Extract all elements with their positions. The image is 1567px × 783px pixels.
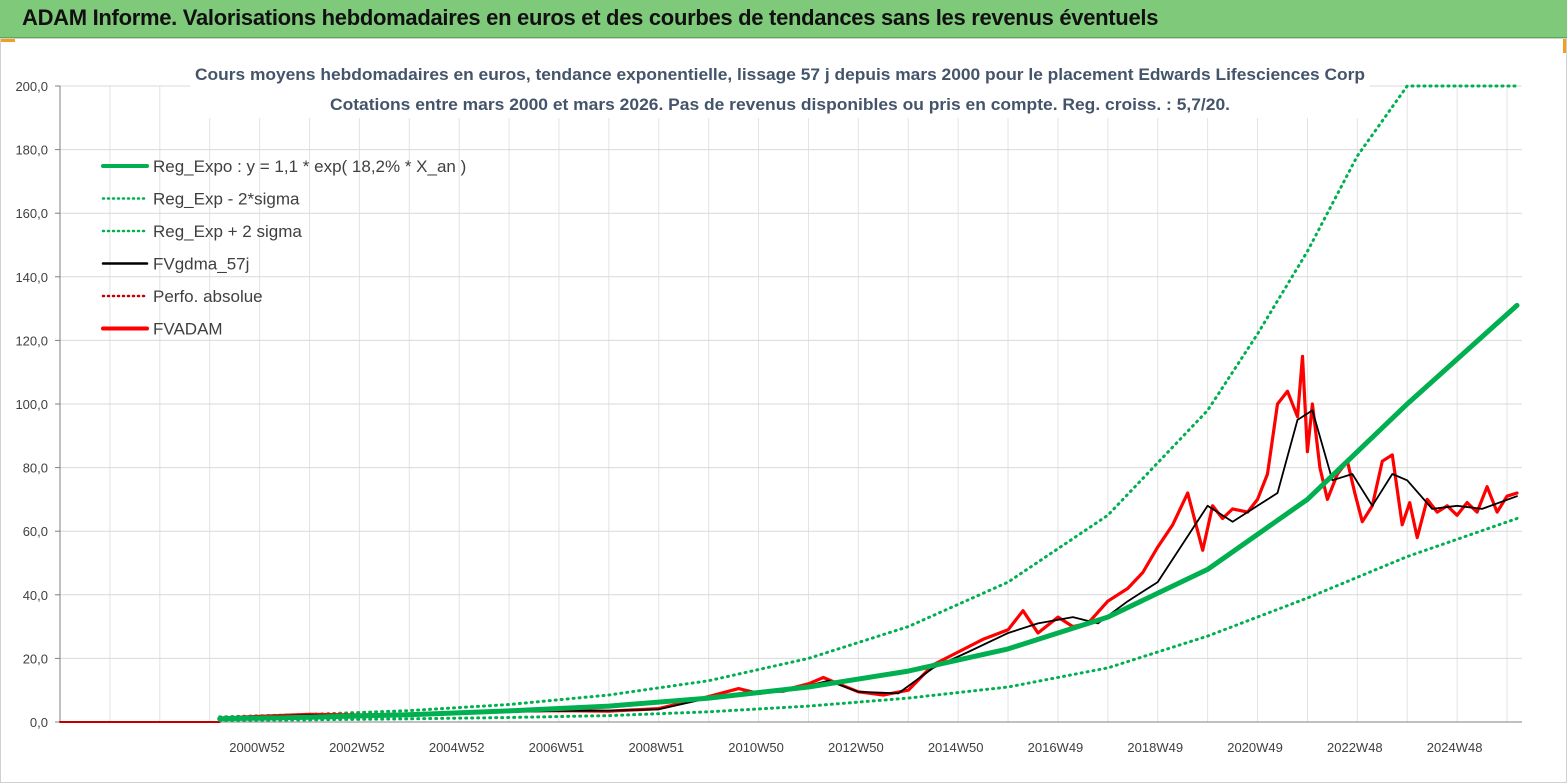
frame-corner-top-left [1,39,15,42]
frame-corner-top-right [1563,39,1566,53]
x-tick-label: 2024W48 [1427,740,1483,755]
series-line-reg-expo-y-1-1-exp-18-2-x-an [217,302,1520,722]
x-tick-label: 2006W51 [529,740,585,755]
x-tick-label: 2020W49 [1227,740,1283,755]
page-title: ADAM Informe. Valorisations hebdomadaire… [22,5,1159,30]
y-tick-label: 20,0 [23,651,48,666]
x-tick-label: 2002W52 [329,740,385,755]
series-line-reg-exp-2-sigma [218,84,1519,719]
legend-label: Reg_Exp + 2 sigma [153,222,302,241]
title-backdrop [190,60,1370,118]
series-lines [59,84,1520,723]
legend: Reg_Expo : y = 1,1 * exp( 18,2% * X_an )… [101,157,466,339]
axes: 0,0 20,0 40,0 60,0 80,0 100,0 120,0 140,0 160,0 1… [15,79,1522,755]
legend-label: Reg_Expo : y = 1,1 * exp( 18,2% * X_an ) [153,157,466,176]
y-tick-label: 100,0 [15,397,48,412]
series-line-reg-exp-2-sigma [218,517,1519,722]
y-tick-label: 160,0 [15,206,48,221]
x-tick-label: 2012W50 [828,740,884,755]
x-tick-label: 2022W48 [1327,740,1383,755]
chart-title: Cours moyens hebdomadaires en euros, ten… [195,65,1365,84]
x-tick-label: 2008W51 [628,740,684,755]
y-tick-label: 120,0 [15,333,48,348]
legend-label: Reg_Exp - 2*sigma [153,190,300,209]
grid [59,85,1522,723]
x-tick-label: 2010W50 [728,740,784,755]
y-tick-label: 60,0 [23,524,48,539]
y-tick-label: 40,0 [23,588,48,603]
x-tick-label: 2014W50 [928,740,984,755]
series-line-fvadam [218,354,1519,720]
chart-subtitle: Cotations entre mars 2000 et mars 2026. … [330,95,1230,114]
y-tick-label: 140,0 [15,270,48,285]
legend-label: FVgdma_57j [153,255,249,274]
legend-label: Perfo. absolue [153,287,263,306]
legend-label: FVADAM [153,320,223,339]
x-tick-label: 2004W52 [429,740,485,755]
y-tick-label: 80,0 [23,461,48,476]
y-tick-label: 0,0 [30,715,48,730]
y-tick-label: 180,0 [15,143,48,158]
header-banner: ADAM Informe. Valorisations hebdomadaire… [0,0,1567,38]
x-tick-label: 2018W49 [1127,740,1183,755]
x-tick-label: 2016W49 [1028,740,1084,755]
series-line-fvgdma-57j [218,409,1518,720]
x-tick-label: 2000W52 [229,740,285,755]
y-tick-label: 200,0 [15,79,48,94]
